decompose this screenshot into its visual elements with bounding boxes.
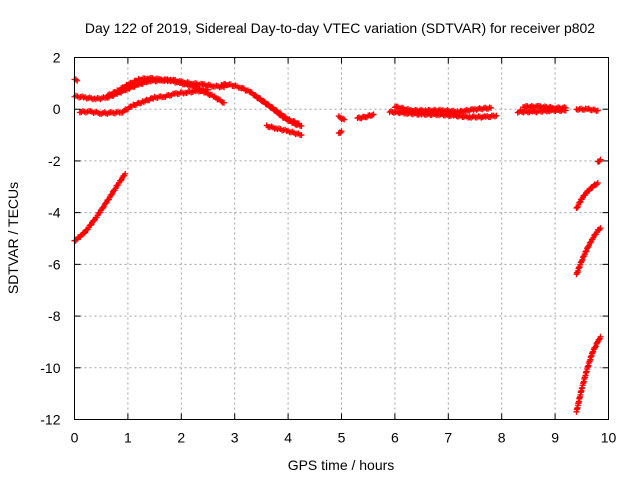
data-point — [576, 199, 583, 206]
data-point — [339, 115, 346, 122]
x-tick-label: 1 — [124, 430, 132, 446]
data-segment — [71, 170, 129, 244]
data-point — [205, 86, 211, 93]
data-segment — [103, 74, 228, 106]
y-tick-label: -8 — [48, 308, 61, 324]
data-point — [370, 111, 377, 118]
data-point — [96, 209, 103, 216]
data-point — [108, 191, 115, 198]
y-tick-label: -2 — [48, 153, 61, 169]
data-point — [337, 114, 344, 121]
data-point — [221, 99, 228, 106]
x-tick-label: 8 — [498, 430, 506, 446]
data-segment — [573, 179, 601, 212]
data-segment — [594, 156, 604, 165]
data-segment — [71, 76, 81, 84]
data-segment — [573, 225, 604, 278]
data-segment — [263, 122, 305, 139]
data-point — [573, 205, 580, 212]
data-segment — [335, 113, 348, 123]
data-point — [298, 132, 305, 139]
data-point — [239, 84, 246, 91]
data-point — [80, 230, 87, 237]
data-point — [369, 112, 376, 119]
data-point — [218, 98, 225, 105]
x-tick-label: 10 — [601, 430, 617, 446]
data-point — [594, 339, 601, 346]
axis-ticks: 0 1 2 3 4 5 6 7 8 9 10 2 0 -2 -4 -6 -8 -10 -12 — [40, 50, 616, 446]
x-tick-label: 0 — [71, 430, 79, 446]
data-segment — [76, 86, 211, 117]
data-point — [562, 104, 569, 111]
y-tick-label: -12 — [40, 412, 60, 428]
data-point — [594, 107, 601, 114]
data-point — [597, 333, 604, 340]
data-point — [74, 77, 81, 84]
data-point — [589, 349, 596, 356]
data-point — [597, 225, 604, 232]
y-tick-label: 2 — [53, 50, 61, 66]
data-point — [341, 116, 348, 123]
y-tick-label: -6 — [48, 256, 61, 272]
x-tick-label: 4 — [284, 430, 292, 446]
chart-title: Day 122 of 2019, Sidereal Day-to-day VTE… — [85, 20, 595, 36]
data-point — [91, 217, 98, 224]
x-tick-label: 5 — [338, 430, 346, 446]
data-point — [493, 112, 500, 119]
data-point — [99, 204, 106, 211]
data-point — [135, 81, 142, 88]
data-point — [597, 156, 604, 163]
data-point — [594, 179, 601, 186]
data-point — [592, 344, 599, 351]
data-point — [488, 104, 495, 111]
data-point — [596, 336, 603, 343]
data-point — [122, 170, 129, 177]
data-point — [338, 128, 345, 135]
x-tick-label: 2 — [177, 430, 185, 446]
data-point — [295, 120, 302, 127]
data-point — [72, 76, 79, 83]
grid-lines — [74, 57, 609, 420]
data-segment — [354, 111, 377, 122]
x-tick-label: 3 — [231, 430, 239, 446]
data-segment — [573, 105, 601, 114]
data-segment — [335, 128, 345, 137]
x-tick-label: 9 — [551, 430, 559, 446]
data-point — [190, 82, 197, 89]
data-segment — [573, 333, 604, 415]
x-axis-label: GPS time / hours — [288, 457, 395, 473]
data-segment — [253, 93, 302, 127]
y-tick-label: -10 — [40, 360, 60, 376]
data-point — [117, 177, 124, 184]
x-tick-label: 7 — [444, 430, 452, 446]
y-tick-label: -4 — [48, 205, 61, 221]
x-tick-label: 6 — [391, 430, 399, 446]
data-point — [87, 222, 94, 229]
data-segment — [520, 102, 569, 112]
y-axis-label: SDTVAR / TECUs — [5, 182, 21, 294]
data-point — [120, 84, 127, 91]
y-tick-label: 0 — [53, 101, 61, 117]
data-points — [71, 74, 604, 415]
data-segment — [391, 103, 495, 116]
